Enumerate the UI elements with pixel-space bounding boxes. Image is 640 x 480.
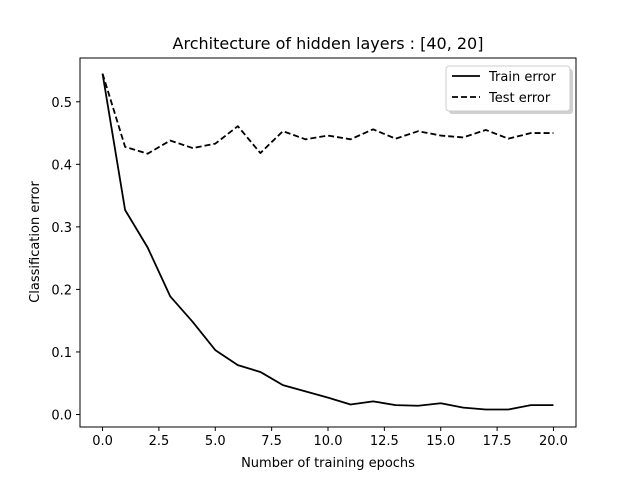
x-tick-label: 0.0 xyxy=(92,434,113,449)
x-axis-label: Number of training epochs xyxy=(241,456,415,471)
x-axis: 0.0 2.5 5.0 7.5 10.0 12.5 15.0 17.5 20.0 xyxy=(92,427,568,449)
y-tick-label: 0.3 xyxy=(51,221,72,236)
y-tick-label: 0.5 xyxy=(51,96,72,111)
chart-title: Architecture of hidden layers : [40, 20] xyxy=(173,34,484,53)
y-axis-label: Classification error xyxy=(28,181,43,303)
y-tick-label: 0.1 xyxy=(51,346,72,361)
y-axis: 0.0 0.1 0.2 0.3 0.4 0.5 xyxy=(51,96,80,423)
x-tick-label: 15.0 xyxy=(426,434,455,449)
series-line-train-error xyxy=(101,73,554,411)
y-tick-label: 0.0 xyxy=(51,408,72,423)
x-tick-label: 17.5 xyxy=(483,434,512,449)
x-tick-label: 12.5 xyxy=(370,434,399,449)
legend-label-train: Train error xyxy=(488,70,556,85)
legend-box xyxy=(445,65,571,112)
series-line-test-error xyxy=(101,73,554,155)
x-tick-label: 20.0 xyxy=(539,434,568,449)
series-layer xyxy=(101,73,554,411)
y-tick-label: 0.2 xyxy=(51,283,72,298)
y-tick-label: 0.4 xyxy=(51,158,72,173)
x-tick-label: 7.5 xyxy=(261,434,282,449)
x-tick-label: 5.0 xyxy=(205,434,226,449)
legend-label-test: Test error xyxy=(488,91,551,106)
x-tick-label: 10.0 xyxy=(314,434,343,449)
legend: Train error Test error xyxy=(445,65,573,114)
x-tick-label: 2.5 xyxy=(149,434,170,449)
